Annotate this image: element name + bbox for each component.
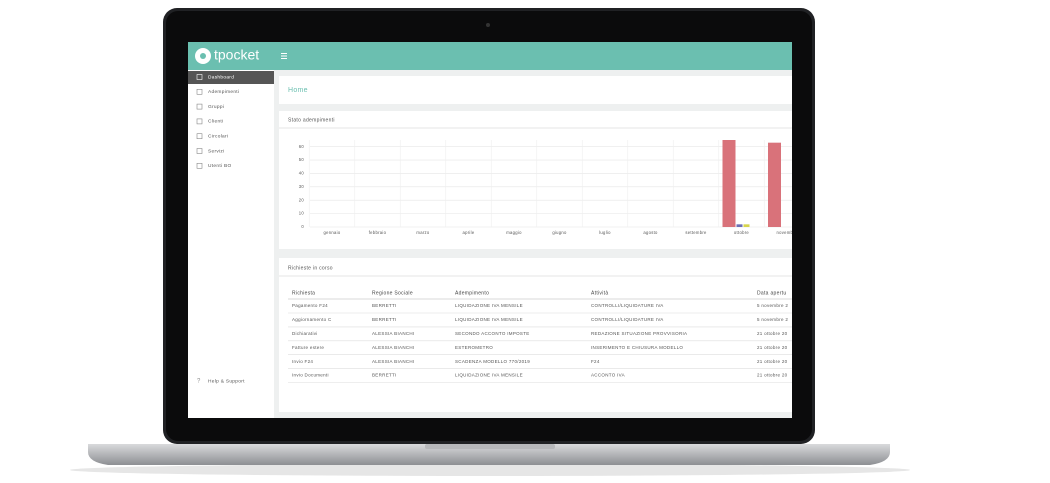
y-tick-label: 40 [299, 171, 305, 176]
table-cell: Aggiornamento C [292, 317, 332, 322]
y-tick-label: 60 [299, 144, 305, 149]
y-tick-label: 10 [299, 211, 305, 216]
bar [722, 140, 736, 227]
nav-icon [196, 163, 203, 169]
home-card [279, 76, 792, 104]
table-cell: LIQUIDAZIONE IVA MENSILE [455, 317, 523, 322]
y-tick-label: 0 [301, 224, 304, 229]
column-header: Attività [591, 290, 608, 296]
table-cell: CONTROLLI/LIQUIDATURE IVA [591, 317, 664, 322]
table-cell: Invio F24 [292, 359, 313, 364]
logo-dot [200, 53, 206, 59]
nav-item[interactable]: Circolari [208, 133, 228, 139]
table-cell: LIQUIDAZIONE IVA MENSILE [455, 303, 523, 308]
nav-icon [196, 133, 203, 139]
x-tick-label: gennaio [323, 230, 340, 235]
table-cell: CONTROLLI/LIQUIDATURE IVA [591, 303, 664, 308]
table-cell: Dichiarativi [292, 331, 318, 336]
table-cell: 5 novembre 2 [757, 317, 788, 322]
page-title: Home [288, 87, 308, 94]
table-card [279, 258, 792, 412]
x-tick-label: maggio [506, 230, 522, 235]
nav-item[interactable]: Dashboard [208, 74, 234, 80]
x-tick-label: settembre [685, 230, 707, 235]
nav-item[interactable]: Adempimenti [208, 89, 239, 95]
nav-icon [196, 74, 203, 80]
table-cell: ALESSIA BIANCHI [372, 331, 415, 336]
nav-icon [196, 89, 203, 95]
x-tick-label: luglio [599, 230, 611, 235]
chart-card [279, 111, 792, 249]
brand: tpocket [214, 47, 259, 63]
table-cell: Pagamento F24 [292, 303, 328, 308]
table-cell: 21 ottobre 20 [757, 331, 788, 336]
table-cell: Fatture estere [292, 345, 324, 350]
table-cell: 21 ottobre 20 [757, 359, 788, 364]
top-bar [188, 42, 792, 70]
shadow [70, 464, 910, 476]
table-cell: BERRETTI [372, 317, 397, 322]
x-tick-label: febbraio [369, 230, 387, 235]
sidebar [188, 70, 274, 418]
table-cell: 21 ottobre 20 [757, 373, 788, 378]
nav-icon [196, 118, 203, 125]
bar [743, 224, 750, 227]
nav-item[interactable]: Clienti [208, 119, 223, 125]
y-tick-label: 30 [299, 184, 305, 189]
table-cell: LIQUIDAZIONE IVA MENSILE [455, 373, 523, 378]
nav-icon [196, 103, 203, 110]
table-cell: INSERIMENTO E CHIUSURA MODELLO [591, 345, 683, 350]
bar [768, 142, 781, 227]
nav-item[interactable]: Servizi [208, 148, 225, 154]
bar [736, 224, 743, 227]
active-item [188, 71, 274, 84]
column-header: Adempimento [455, 290, 489, 296]
laptop-base [88, 444, 890, 465]
nav-item[interactable]: Utenti BO [208, 163, 232, 169]
help-link[interactable]: Help & Support [208, 378, 245, 384]
table-cell: BERRETTI [372, 303, 397, 308]
y-tick-label: 50 [299, 157, 305, 162]
nav-item[interactable]: Gruppi [208, 104, 224, 110]
table-cell: ALESSIA BIANCHI [372, 345, 415, 350]
x-tick-label: aprile [462, 230, 474, 235]
table-cell: Invio Documenti [292, 373, 329, 378]
column-header: Regione Sociale [372, 290, 413, 296]
table-cell: SECONDO ACCONTO IMPOSTE [455, 331, 530, 336]
x-tick-label: novembre [776, 230, 797, 235]
chart-title: Stato adempimenti [288, 117, 335, 123]
table-cell: SCADENZA MODELLO 770/2019 [455, 359, 530, 364]
nav-icon [196, 148, 203, 154]
table-cell: ESTEROMETRO [455, 345, 493, 350]
notch [425, 444, 555, 449]
screen: tpocket Home Stato adempimenti Richieste… [188, 42, 797, 418]
table-cell: 21 ottobre 20 [757, 345, 788, 350]
table-cell: ALESSIA BIANCHI [372, 359, 415, 364]
menu-toggle[interactable] [281, 53, 287, 59]
table-cell: F24 [591, 359, 600, 364]
table-cell: REDAZIONE SITUAZIONE PROVVISORIA [591, 331, 687, 336]
camera [486, 23, 490, 27]
help-icon: ? [197, 379, 201, 385]
x-tick-label: marzo [416, 230, 430, 235]
column-header: Richiesta [292, 290, 315, 296]
y-tick-label: 20 [299, 197, 305, 202]
x-tick-label: ottobre [734, 230, 750, 235]
x-tick-label: agosto [643, 230, 658, 235]
x-tick-label: giugno [552, 230, 567, 235]
table-cell: ACCONTO IVA [591, 373, 625, 378]
table-cell: BERRETTI [372, 373, 397, 378]
table-title: Richieste in corso [288, 265, 333, 271]
table-cell: 5 novembre 2 [757, 303, 788, 308]
column-header: Data apertu [757, 290, 786, 296]
